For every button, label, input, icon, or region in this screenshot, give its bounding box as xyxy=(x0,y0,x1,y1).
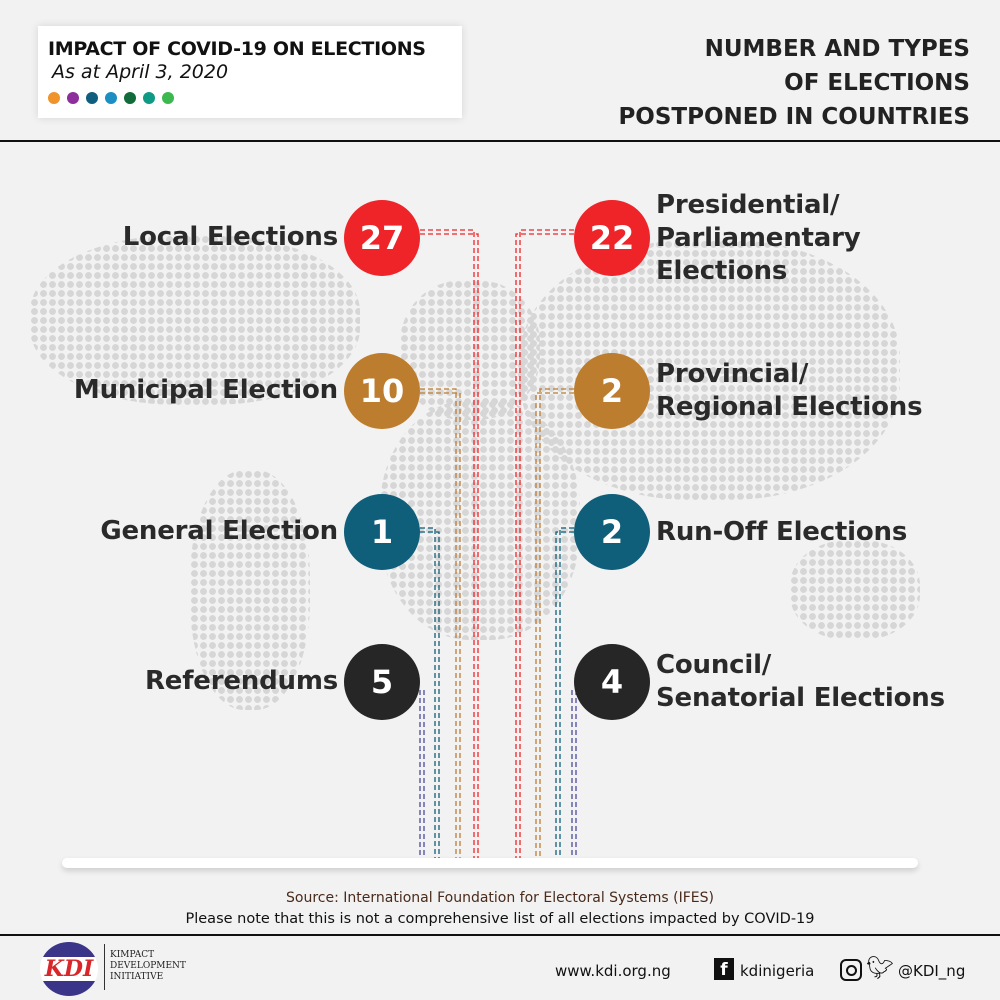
dashed-connector xyxy=(539,388,574,860)
election-type-label: Council/Senatorial Elections xyxy=(656,649,945,715)
infographic-title: IMPACT OF COVID-19 ON ELECTIONS xyxy=(48,38,426,60)
label-line: Parliamentary xyxy=(656,222,861,253)
dashed-connector xyxy=(515,233,574,860)
color-dot xyxy=(48,92,60,104)
dashed-connector xyxy=(420,233,479,860)
date-subtitle: As at April 3, 2020 xyxy=(52,61,229,83)
election-type-label: Presidential/Parliamentary Elections xyxy=(656,189,861,288)
color-dot xyxy=(124,92,136,104)
election-type-label: General Election xyxy=(100,516,338,546)
map-australia xyxy=(790,540,920,640)
kdi-logo: KDI xyxy=(40,942,98,996)
count-circle: 5 xyxy=(344,644,420,720)
logo-separator xyxy=(104,944,105,990)
count-circle: 1 xyxy=(344,494,420,570)
dashed-connector xyxy=(519,229,574,860)
count-circle: 2 xyxy=(574,494,650,570)
count-circle: 4 xyxy=(574,644,650,720)
org-name-line: KIMPACT xyxy=(110,950,155,960)
color-dot xyxy=(143,92,155,104)
color-dots xyxy=(48,92,452,104)
dashed-connector xyxy=(420,531,440,860)
baseline-bar xyxy=(62,858,918,868)
count-circle: 27 xyxy=(344,200,420,276)
election-type-label: Municipal Election xyxy=(73,375,338,405)
label-line: Council/ xyxy=(656,650,772,680)
dashed-connector xyxy=(420,527,436,860)
label-line: Regional Elections xyxy=(656,392,923,422)
title-box: IMPACT OF COVID-19 ON ELECTIONS As at Ap… xyxy=(38,26,462,118)
map-north-america xyxy=(30,235,360,405)
org-name-line: DEVELOPMENT xyxy=(110,961,186,971)
org-name-line: INITIATIVE xyxy=(110,972,164,982)
label-line: Presidential/ xyxy=(656,189,840,220)
color-dot xyxy=(162,92,174,104)
election-type-label: Local Elections xyxy=(122,222,338,252)
dashed-connector xyxy=(420,392,461,860)
facebook-handle[interactable]: kdinigeria xyxy=(740,962,815,980)
right-title-line: POSTPONED IN COUNTRIES xyxy=(618,104,970,130)
right-title: NUMBER AND TYPES OF ELECTIONS POSTPONED … xyxy=(618,32,970,134)
dashed-connector xyxy=(559,527,574,860)
count-circle: 2 xyxy=(574,353,650,429)
election-type-label: Provincial/Regional Elections xyxy=(656,358,923,424)
count-circle: 22 xyxy=(574,200,650,276)
election-type-label: Referendums xyxy=(144,666,338,696)
instagram-icon[interactable] xyxy=(840,959,862,981)
footer-divider xyxy=(0,934,1000,936)
right-title-line: NUMBER AND TYPES xyxy=(704,36,970,62)
website-link[interactable]: www.kdi.org.ng xyxy=(555,962,671,980)
right-title-line: OF ELECTIONS xyxy=(784,70,970,96)
count-circle: 10 xyxy=(344,353,420,429)
facebook-icon[interactable]: f xyxy=(714,958,734,980)
disclaimer-note: Please note that this is not a comprehen… xyxy=(185,911,815,927)
divider xyxy=(0,140,1000,142)
label-line: Provincial/ xyxy=(656,359,809,389)
color-dot xyxy=(67,92,79,104)
source-text: Source: International Foundation for Ele… xyxy=(286,890,714,906)
twitter-handle[interactable]: @KDI_ng xyxy=(898,962,966,980)
logo-letters: KDI xyxy=(44,956,94,982)
color-dot xyxy=(86,92,98,104)
twitter-icon[interactable]: 🐦︎ xyxy=(866,956,894,981)
map-south-america xyxy=(190,470,310,710)
label-line: Run-Off Elections xyxy=(656,516,908,547)
label-line: Senatorial Elections xyxy=(656,683,945,713)
map-europe xyxy=(400,280,540,420)
election-type-label: Run-Off Elections xyxy=(656,516,907,549)
label-line: Elections xyxy=(656,255,788,286)
dashed-connector xyxy=(535,392,574,860)
color-dot xyxy=(105,92,117,104)
dashed-connector xyxy=(420,229,475,860)
org-name: KIMPACT DEVELOPMENT INITIATIVE xyxy=(110,950,186,983)
dashed-connector xyxy=(420,388,457,860)
dashed-connector xyxy=(555,531,574,860)
